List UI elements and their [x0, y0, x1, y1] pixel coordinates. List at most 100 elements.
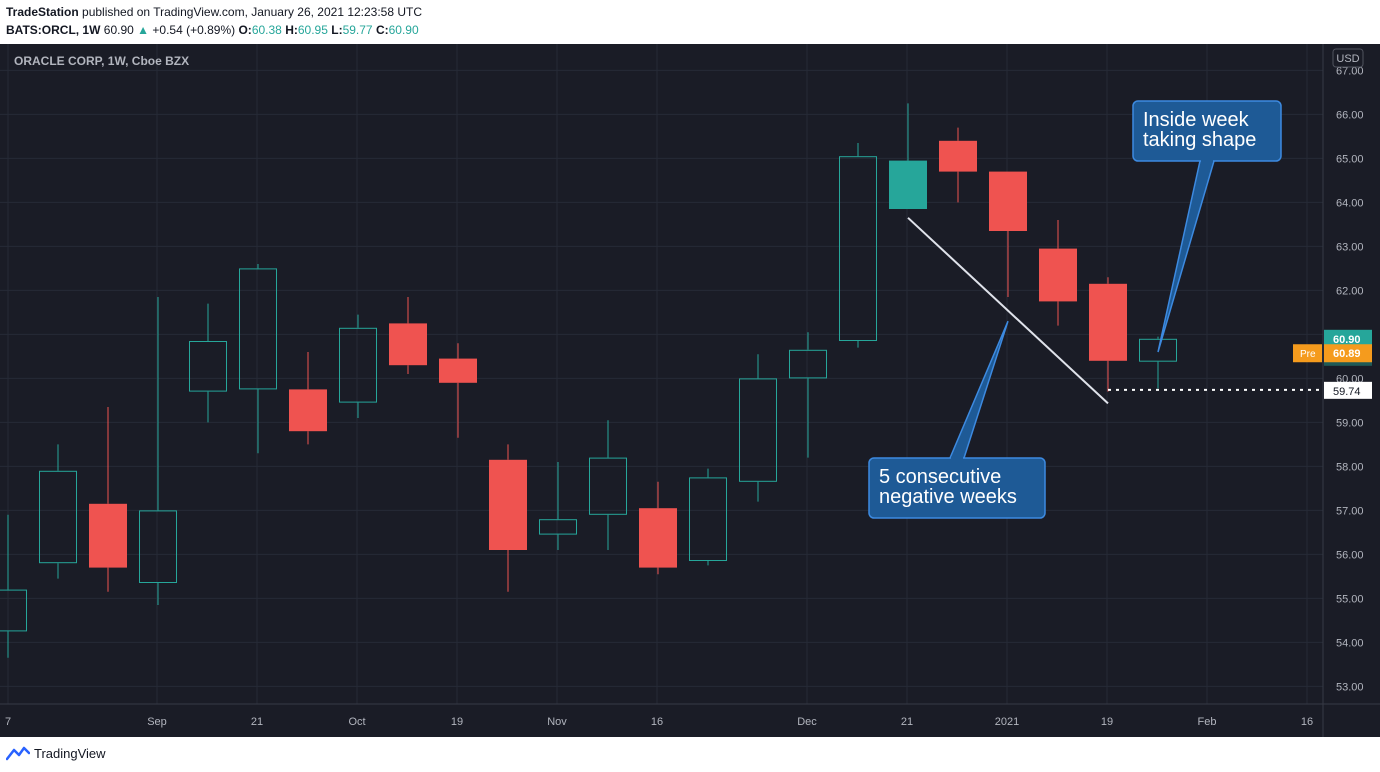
x-tick-label: 16: [651, 716, 663, 728]
candle-oct-19[interactable]: [439, 343, 477, 438]
footer: TradingView: [0, 737, 1380, 772]
x-tick-label: Feb: [1198, 716, 1217, 728]
candle-body: [339, 327, 377, 403]
candle-aug-31[interactable]: [189, 303, 227, 423]
candle-body: [139, 510, 177, 583]
candle-oct-12[interactable]: [389, 297, 427, 374]
candle-jan-18[interactable]: [1089, 277, 1127, 392]
candle-aug-03[interactable]: [0, 514, 27, 658]
chart-title: ORACLE CORP, 1W, Cboe BZX: [14, 54, 189, 68]
callout-text: negative weeks: [879, 486, 1017, 508]
currency-badge[interactable]: [1332, 48, 1364, 68]
candle-aug-10[interactable]: [39, 444, 77, 579]
candle-body: [439, 358, 477, 383]
candle-body: [1139, 338, 1177, 362]
low-line-badge: [1324, 381, 1372, 399]
candle-dec-21[interactable]: [889, 103, 927, 209]
pre-label: Pre: [1300, 349, 1316, 360]
x-tick-label: 2021: [995, 716, 1019, 728]
y-tick-label: 65.00: [1336, 153, 1364, 165]
y-tick-label: 57.00: [1336, 505, 1364, 517]
x-tick-label: 19: [451, 716, 463, 728]
pre-label-badge: [1293, 344, 1322, 363]
currency-label[interactable]: USD: [1336, 53, 1359, 65]
candle-body: [189, 341, 227, 392]
x-tick-label: Dec: [797, 716, 817, 728]
open-label: O:: [238, 23, 252, 37]
low-label: L:: [331, 23, 343, 37]
candle-body: [1039, 248, 1077, 302]
close-label: C:: [375, 23, 389, 37]
high-label: H:: [285, 23, 298, 37]
last-price-badge: [1324, 329, 1372, 348]
y-tick-label: 58.00: [1336, 461, 1364, 473]
candle-dec-07[interactable]: [789, 332, 827, 458]
candle-body: [39, 470, 77, 564]
x-tick-label: 21: [901, 716, 913, 728]
candle-body: [1089, 283, 1127, 361]
trend-line[interactable]: [907, 217, 1109, 405]
candle-jan-11[interactable]: [1039, 220, 1077, 326]
candle-aug-24[interactable]: [139, 297, 177, 605]
x-tick-label: 16: [1301, 716, 1313, 728]
candle-nov-30[interactable]: [739, 354, 777, 502]
candle-dec-28[interactable]: [939, 127, 977, 203]
candle-nov-02[interactable]: [539, 462, 577, 550]
candle-jan-04[interactable]: [989, 171, 1027, 297]
callout-text: taking shape: [1143, 129, 1256, 151]
candle-body: [789, 349, 827, 379]
candle-body: [689, 477, 727, 561]
candle-body: [889, 160, 927, 209]
candle-body: [289, 389, 327, 432]
callout-text: 5 consecutive: [879, 466, 1001, 488]
candle-oct-05[interactable]: [339, 314, 377, 418]
chart-area[interactable]: Inside week taking shape 5 consecutive nega…: [0, 44, 1380, 737]
candle-body: [839, 156, 877, 341]
y-tick-label: 56.00: [1336, 549, 1364, 561]
candle-body: [489, 459, 527, 550]
last-price-label: 60.90: [1333, 334, 1361, 346]
y-tick-label: 64.00: [1336, 197, 1364, 209]
tradingview-logo-icon[interactable]: [6, 745, 30, 763]
y-tick-label: 66.00: [1336, 109, 1364, 121]
candle-sep-28[interactable]: [289, 352, 327, 445]
callout-text: Inside week: [1143, 109, 1250, 131]
candle-aug-17[interactable]: [89, 407, 127, 592]
candle-body: [239, 268, 277, 390]
publish-info: TradeStation published on TradingView.co…: [6, 5, 422, 19]
candle-dec-14[interactable]: [839, 143, 877, 348]
candle-nov-09[interactable]: [589, 420, 627, 550]
ohlc-legend: BATS:ORCL, 1W 60.90 ▲ +0.54 (+0.89%) O:6…: [6, 23, 419, 37]
publish-header: TradeStation published on TradingView.co…: [0, 0, 1380, 44]
y-tick-label: 54.00: [1336, 637, 1364, 649]
x-tick-label: Nov: [547, 716, 567, 728]
candle-sep-21[interactable]: [239, 264, 277, 454]
close-value: 60.90: [388, 23, 419, 37]
y-tick-label: 67.00: [1336, 65, 1364, 77]
low-value: 59.77: [342, 23, 373, 37]
y-tick-label: 55.00: [1336, 593, 1364, 605]
publisher-name[interactable]: TradeStation: [6, 5, 79, 19]
candle-nov-16[interactable]: [639, 481, 677, 575]
candle-body: [0, 589, 27, 632]
candle-jan-25[interactable]: [1139, 336, 1177, 389]
pre-price-badge: [1324, 344, 1372, 363]
published-text: published on TradingView.com, January 26…: [82, 5, 423, 19]
candle-body: [589, 457, 627, 515]
candle-oct-26[interactable]: [489, 444, 527, 592]
candle-body: [989, 171, 1027, 231]
pre-price-label: 60.89: [1333, 348, 1361, 360]
low-line-label: 59.74: [1333, 386, 1361, 398]
x-tick-label: 19: [1101, 716, 1113, 728]
y-tick-label: 59.00: [1336, 417, 1364, 429]
candle-nov-23[interactable]: [689, 468, 727, 566]
y-tick-label: 53.00: [1336, 681, 1364, 693]
x-tick-label: Oct: [348, 716, 365, 728]
candle-body: [539, 519, 577, 535]
candle-body: [89, 503, 127, 568]
footer-brand[interactable]: TradingView: [34, 746, 106, 761]
change-arrow-icon: ▲: [137, 23, 150, 37]
